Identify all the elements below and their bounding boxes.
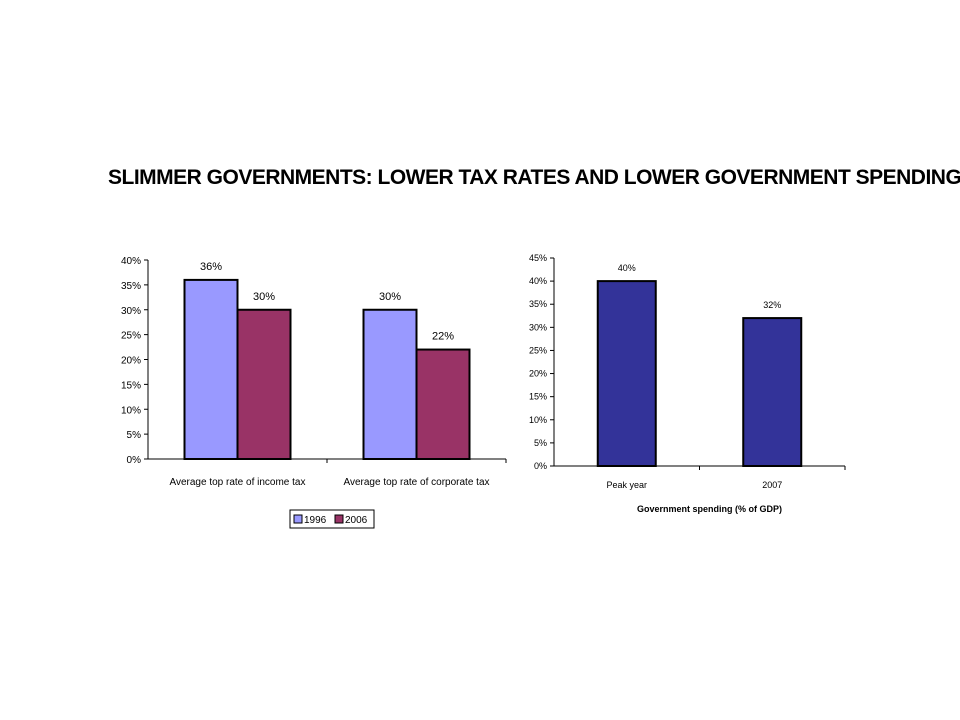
y-tick-label: 0% [534,461,547,471]
bar-1996-0 [183,278,239,461]
y-tick-label: 30% [529,322,547,332]
bar-1996-1 [362,308,418,460]
y-tick-label: 40% [529,276,547,286]
y-tick-label: 10% [529,415,547,425]
y-tick-label: 5% [534,438,547,448]
government-spending-chart: 0% 5% 10% 15% 20% 25% 30% 35% 40% 45% 40% Peak year… [529,253,846,514]
legend-label-2006: 2006 [345,515,368,526]
y-tick-label: 40% [121,256,141,267]
category-label: 2007 [762,480,782,490]
y-tick-label: 35% [529,299,547,309]
legend-swatch-1996 [293,514,303,524]
y-tick-label: 20% [121,356,141,367]
data-label: 36% [200,261,222,273]
legend-label-1996: 1996 [304,515,327,526]
category-label: Average top rate of corporate tax [343,477,489,488]
y-tick-label: 10% [121,405,141,416]
y-tick-label: 30% [121,306,141,317]
data-label: 30% [379,291,401,303]
y-tick-label: 35% [121,281,141,292]
bar-1 [742,317,803,468]
y-tick-label: 20% [529,369,547,379]
data-label: 32% [763,300,781,310]
x-axis-title: Government spending (% of GDP) [637,504,782,514]
y-tick-label: 45% [529,253,547,263]
y-tick-label: 5% [127,430,142,441]
tax-rates-chart: 0% 5% 10% 15% 20% 25% 30% 35% 40% 36% 30% Average t… [121,256,507,529]
data-label: 22% [432,331,454,343]
bar-2006-0 [236,308,292,460]
legend-swatch-2006 [334,514,344,524]
y-tick-label: 15% [529,392,547,402]
data-label: 40% [618,263,636,273]
y-tick-label: 25% [121,331,141,342]
bar-0 [596,280,657,467]
bar-2006-1 [415,348,471,460]
category-label: Peak year [606,480,647,490]
y-tick-label: 15% [121,380,141,391]
y-tick-label: 25% [529,345,547,355]
legend-box [289,509,375,529]
page-title: SLIMMER GOVERNMENTS: LOWER TAX RATES AND… [108,166,960,189]
y-tick-label: 0% [127,455,142,466]
data-label: 30% [253,291,275,303]
category-label: Average top rate of income tax [169,477,305,488]
